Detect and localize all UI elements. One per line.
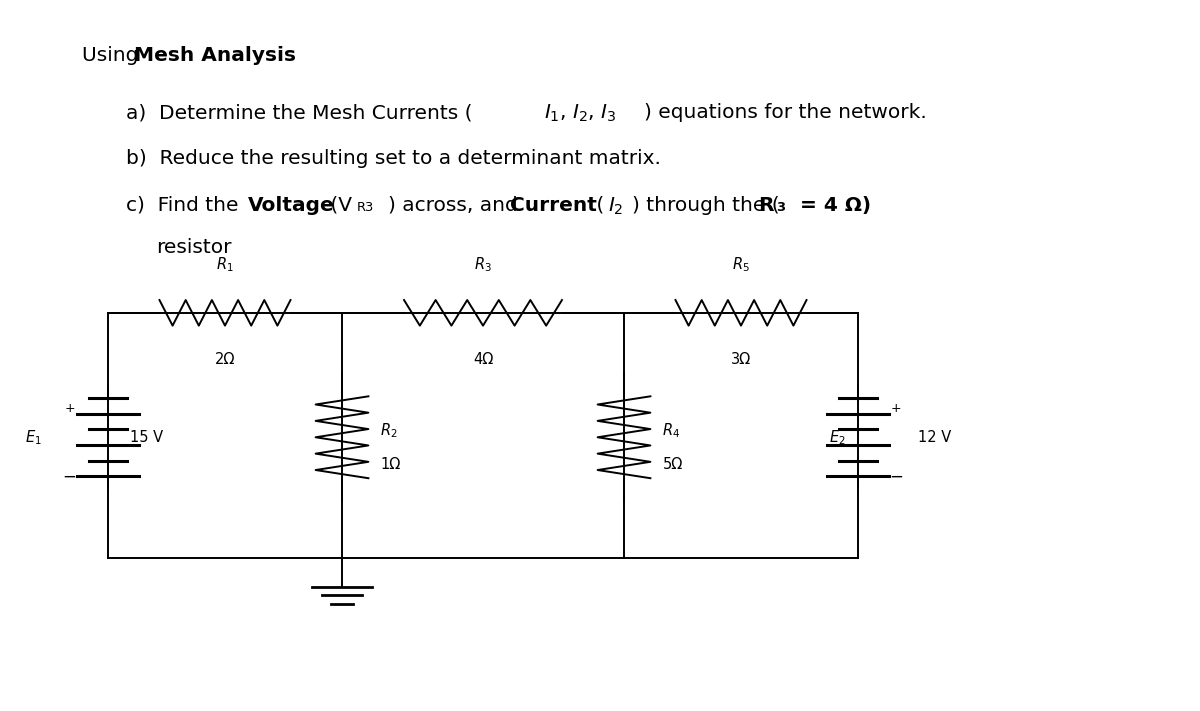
Text: $\mathit{I_1}$, $\mathit{I_2}$, $\mathit{I_3}$: $\mathit{I_1}$, $\mathit{I_2}$, $\mathit… [544,103,616,124]
Text: 5Ω: 5Ω [662,456,683,472]
Text: Mesh Analysis: Mesh Analysis [134,46,296,65]
Text: $E_2$: $E_2$ [829,428,846,447]
Text: Current: Current [510,196,596,215]
Text: c)  Find the: c) Find the [126,196,245,215]
Text: 3: 3 [776,201,785,214]
Text: (V: (V [324,196,352,215]
Text: $\mathit{I_2}$: $\mathit{I_2}$ [608,196,624,217]
Text: Using: Using [82,46,144,65]
Text: $E_1$: $E_1$ [25,428,42,447]
Text: 15 V: 15 V [130,429,163,445]
Text: $R_4$: $R_4$ [662,421,680,439]
Text: +: + [892,402,901,415]
Text: b)  Reduce the resulting set to a determinant matrix.: b) Reduce the resulting set to a determi… [126,149,661,169]
Text: 2Ω: 2Ω [215,352,235,367]
Text: ) equations for the network.: ) equations for the network. [644,103,928,122]
Text: 4Ω: 4Ω [473,352,493,367]
Text: $R_5$: $R_5$ [732,255,750,274]
Text: −: − [889,468,904,486]
Text: resistor: resistor [156,238,232,257]
Text: ) across, and: ) across, and [388,196,523,215]
Text: = 4 Ω): = 4 Ω) [793,196,871,215]
Text: R3: R3 [356,201,373,214]
Text: Voltage: Voltage [248,196,335,215]
Text: $R_3$: $R_3$ [474,255,492,274]
Text: −: − [62,468,77,486]
Text: $R_1$: $R_1$ [216,255,234,274]
Text: 1Ω: 1Ω [380,456,401,472]
Text: +: + [65,402,74,415]
Text: (: ( [590,196,605,215]
Text: ) through the (: ) through the ( [632,196,780,215]
Text: a)  Determine the Mesh Currents (: a) Determine the Mesh Currents ( [126,103,473,122]
Text: R: R [758,196,774,215]
Text: 3Ω: 3Ω [731,352,751,367]
Text: 12 V: 12 V [918,429,952,445]
Text: $R_2$: $R_2$ [380,421,398,439]
